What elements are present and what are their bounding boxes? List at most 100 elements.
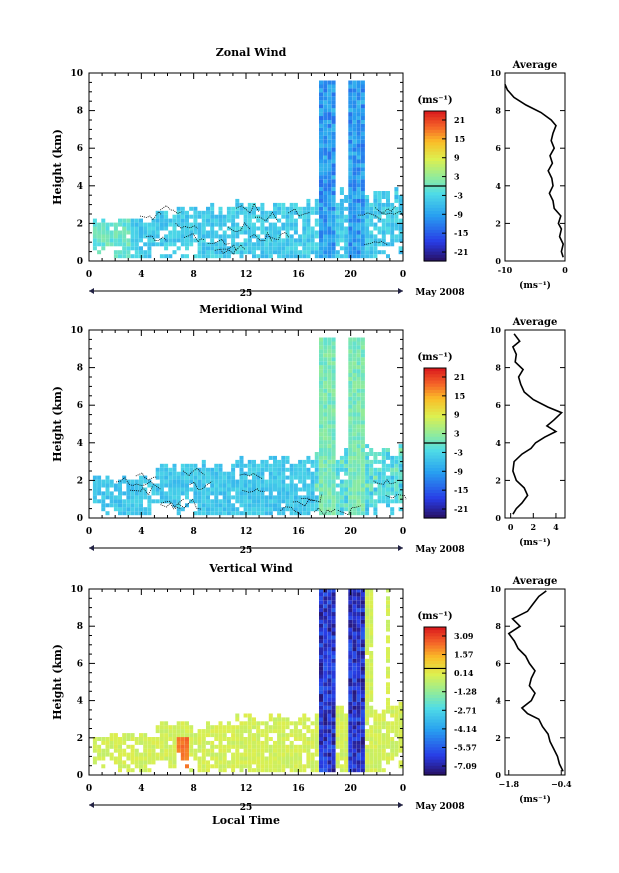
heatmap-cell [360, 116, 365, 120]
heatmap-cell [118, 483, 122, 488]
heatmap-cell [314, 234, 319, 239]
colorbar-segment [424, 164, 446, 168]
heatmap-cell [360, 195, 365, 199]
heatmap-cell [273, 463, 277, 468]
heatmap-cell [386, 725, 390, 730]
heatmap-cell [273, 214, 277, 219]
heatmap-cell [369, 623, 374, 628]
heatmap-cell [281, 479, 286, 484]
heatmap-cell [155, 234, 160, 239]
heatmap-cell [331, 608, 336, 613]
heatmap-cell [147, 234, 152, 239]
heatmap-cell [327, 210, 332, 215]
heatmap-cell [147, 242, 152, 247]
colorbar-segment [424, 161, 446, 165]
heatmap-cell [360, 246, 365, 251]
heatmap-cell [319, 396, 323, 401]
heatmap-cell [331, 619, 336, 624]
heatmap-cell [339, 737, 344, 741]
heatmap-cell [373, 717, 378, 722]
colorbar-segment [424, 145, 446, 150]
heatmap-cell [327, 662, 332, 667]
heatmap-cell [256, 234, 261, 239]
heatmap-cell [130, 226, 135, 231]
heatmap-cell [390, 459, 395, 464]
heatmap-cell [319, 635, 323, 640]
heatmap-cell [356, 230, 361, 235]
heatmap-cell [197, 234, 202, 239]
heatmap-cell [323, 92, 328, 97]
heatmap-cell [331, 654, 336, 659]
heatmap-cell [113, 234, 118, 239]
profile-x-tick-label: 0 [508, 522, 514, 532]
heatmap-cell [360, 187, 365, 192]
heatmap-cell [331, 507, 336, 512]
heatmap-cell [352, 131, 357, 136]
heatmap-cell [352, 697, 357, 702]
colorbar-segment [424, 170, 446, 175]
heatmap-cell [327, 424, 332, 429]
heatmap-cell [323, 744, 328, 749]
heatmap-cell [218, 752, 223, 757]
heatmap-cell [147, 238, 152, 243]
heatmap-cell [289, 721, 294, 726]
heatmap-cell [197, 246, 202, 251]
heatmap-cell [180, 214, 185, 219]
heatmap-cell [289, 226, 294, 231]
heatmap-cell [252, 740, 256, 745]
heatmap-cell [356, 400, 361, 405]
heatmap-cell [331, 729, 336, 734]
heatmap-cell [352, 246, 357, 251]
heatmap-cell [92, 487, 97, 492]
heatmap-cell [331, 96, 336, 101]
heatmap-cell [394, 709, 399, 714]
heatmap-cell [352, 167, 357, 172]
heatmap-cell [348, 163, 353, 168]
heatmap-cell [247, 744, 252, 749]
heatmap-cell [327, 373, 332, 377]
heatmap-cell [323, 159, 328, 164]
heatmap-cell [109, 756, 114, 761]
heatmap-cell [201, 210, 206, 215]
heatmap-cell [314, 768, 319, 773]
heatmap-cell [381, 210, 386, 215]
heatmap-cell [285, 250, 290, 255]
colorbar-tick-label: 21 [454, 372, 465, 382]
heatmap-cell [155, 737, 160, 741]
contour-line [175, 223, 198, 229]
heatmap-cell [344, 448, 349, 452]
heatmap-cell [394, 479, 399, 484]
heatmap-cell [197, 467, 202, 472]
heatmap-cell [360, 254, 365, 259]
heatmap-cell [298, 250, 303, 255]
heatmap-cell [247, 467, 252, 472]
heatmap-cell [365, 444, 370, 449]
heatmap-cell [319, 725, 323, 730]
heatmap-cell [331, 682, 336, 687]
heatmap-cell [105, 752, 110, 757]
heatmap-cell [369, 487, 374, 492]
heatmap-cell [360, 369, 365, 374]
heatmap-cell [386, 455, 390, 460]
heatmap-cell [331, 119, 336, 124]
heatmap-cell [118, 748, 122, 753]
heatmap-cell [252, 725, 256, 730]
heatmap-cell [348, 123, 353, 128]
heatmap-cell [373, 222, 378, 227]
heatmap-cell [302, 487, 307, 492]
heatmap-cell [352, 127, 357, 132]
heatmap-cell [105, 503, 110, 508]
heatmap-cell [172, 733, 177, 738]
heatmap-cell [352, 400, 357, 405]
heatmap-cell [348, 682, 353, 687]
heatmap-cell [352, 662, 357, 667]
heatmap-cell [360, 139, 365, 144]
heatmap-cell [210, 206, 215, 211]
heatmap-cell [360, 392, 365, 397]
heatmap-cell [277, 760, 282, 765]
heatmap-cell [298, 721, 303, 726]
heatmap-cell [247, 740, 252, 745]
heatmap-cell [365, 651, 370, 655]
heatmap-cell [260, 503, 265, 508]
